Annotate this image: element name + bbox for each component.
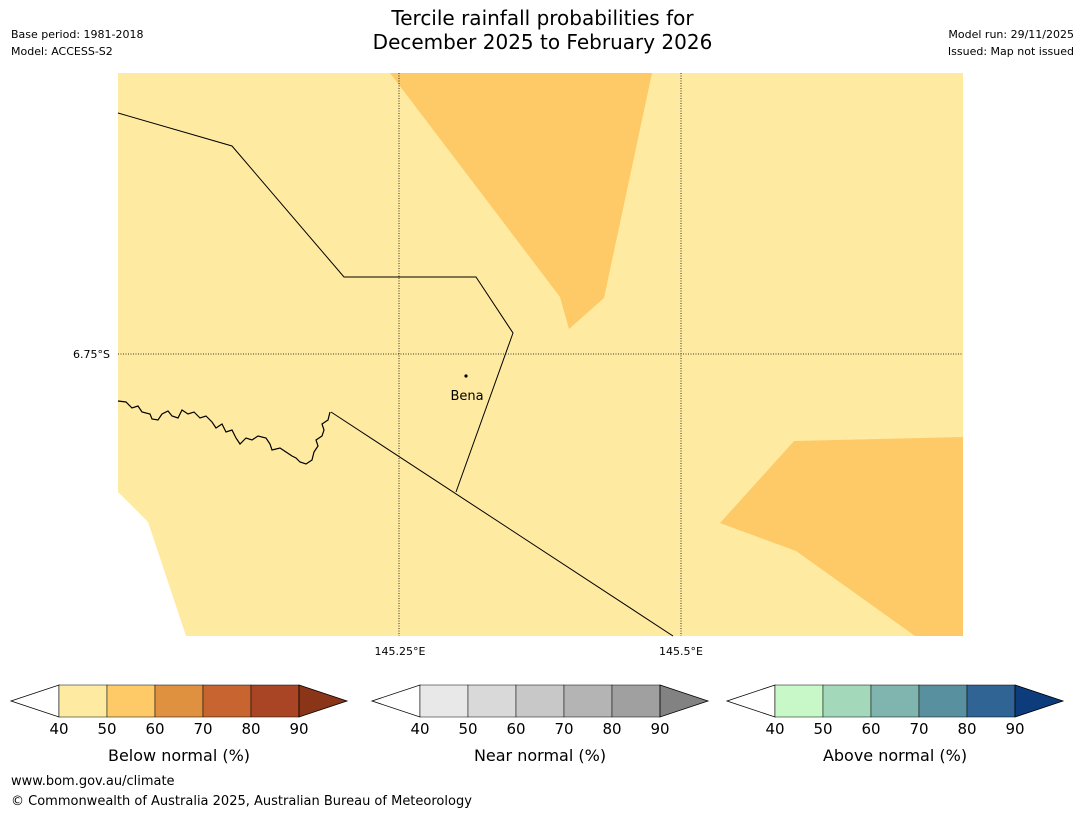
longitude-label-1: 145.25°E (375, 645, 426, 658)
colorbar-above-segment (870, 684, 920, 718)
meta-right: Model run: 29/11/2025 Issued: Map not is… (948, 26, 1074, 60)
footer-url: www.bom.gov.au/climate (11, 774, 175, 789)
colorbar-near-segment (419, 684, 469, 718)
colorbar-below-segment (58, 684, 108, 718)
colorbar-near-tick: 80 (602, 720, 621, 738)
colorbar-near-normal: 40 50 60 70 80 90 Near normal (%) (370, 684, 710, 765)
colorbar-below-lower-extend (9, 684, 60, 718)
colorbar-above-segment (918, 684, 968, 718)
title-line-1: Tercile rainfall probabilities for (391, 6, 694, 30)
colorbar-above-tick: 60 (861, 720, 880, 738)
model-run: Model run: 29/11/2025 (948, 28, 1074, 41)
meta-left: Base period: 1981-2018 Model: ACCESS-S2 (11, 26, 143, 60)
longitude-label-2: 145.5°E (659, 645, 703, 658)
colorbar-above-upper-extend (1014, 684, 1065, 718)
colorbar-below-tick: 70 (193, 720, 212, 738)
latitude-label: 6.75°S (73, 348, 110, 361)
colorbar-above-segment (822, 684, 872, 718)
colorbar-above-tick: 40 (765, 720, 784, 738)
colorbar-below-normal: 40 50 60 70 80 90 Below normal (%) (9, 684, 349, 765)
colorbar-below-tick: 50 (97, 720, 116, 738)
town-marker (464, 374, 468, 378)
province-boundary-south (330, 411, 674, 637)
colorbar-near-tick: 40 (410, 720, 429, 738)
colorbar-below-tick: 80 (241, 720, 260, 738)
base-period: Base period: 1981-2018 (11, 28, 144, 41)
colorbar-below-segment (250, 684, 300, 718)
colorbar-near-segment (563, 684, 613, 718)
map-title: Tercile rainfall probabilities for Decem… (0, 6, 1085, 54)
colorbar-near-segment (467, 684, 517, 718)
colorbar-below-tick: 40 (49, 720, 68, 738)
colorbar-below-segment (106, 684, 156, 718)
colorbar-below-tick: 60 (145, 720, 164, 738)
colorbar-near-tick: 90 (650, 720, 669, 738)
colorbar-below-segment (154, 684, 204, 718)
colorbar-near-tick: 70 (554, 720, 573, 738)
colorbar-above-tick: 80 (957, 720, 976, 738)
town-label: Bena (450, 389, 483, 404)
model-name: Model: ACCESS-S2 (11, 45, 113, 58)
colorbar-below-segment (202, 684, 252, 718)
colorbar-below-upper-extend (298, 684, 349, 718)
colorbar-near-tick: 50 (458, 720, 477, 738)
colorbar-near-upper-extend (659, 684, 710, 718)
colorbar-above-normal: 40 50 60 70 80 90 Above normal (%) (725, 684, 1065, 765)
issued-status: Issued: Map not issued (947, 45, 1074, 58)
colorbar-above-title: Above normal (%) (823, 746, 967, 765)
colorbar-near-tick: 60 (506, 720, 525, 738)
probability-area-50-60-southeast (720, 437, 963, 636)
province-boundary-north (117, 112, 514, 493)
colorbar-above-tick: 70 (909, 720, 928, 738)
title-line-2: December 2025 to February 2026 (372, 30, 713, 54)
colorbar-near-segment (515, 684, 565, 718)
colorbar-near-segment (611, 684, 661, 718)
colorbar-near-lower-extend (370, 684, 421, 718)
colorbar-below-tick: 90 (289, 720, 308, 738)
colorbar-below-title: Below normal (%) (108, 746, 250, 765)
colorbar-near-title: Near normal (%) (474, 746, 606, 765)
colorbar-above-segment (774, 684, 824, 718)
colorbar-above-segment (966, 684, 1016, 718)
probability-area-50-60-north (390, 73, 652, 329)
colorbar-above-tick: 50 (813, 720, 832, 738)
colorbar-above-tick: 90 (1005, 720, 1024, 738)
footer-copyright: © Commonwealth of Australia 2025, Austra… (11, 794, 472, 809)
colorbar-above-lower-extend (725, 684, 776, 718)
map-panel: Bena 6.75°S 145.25°E 145.5°E (73, 73, 963, 658)
river-line (117, 400, 331, 465)
